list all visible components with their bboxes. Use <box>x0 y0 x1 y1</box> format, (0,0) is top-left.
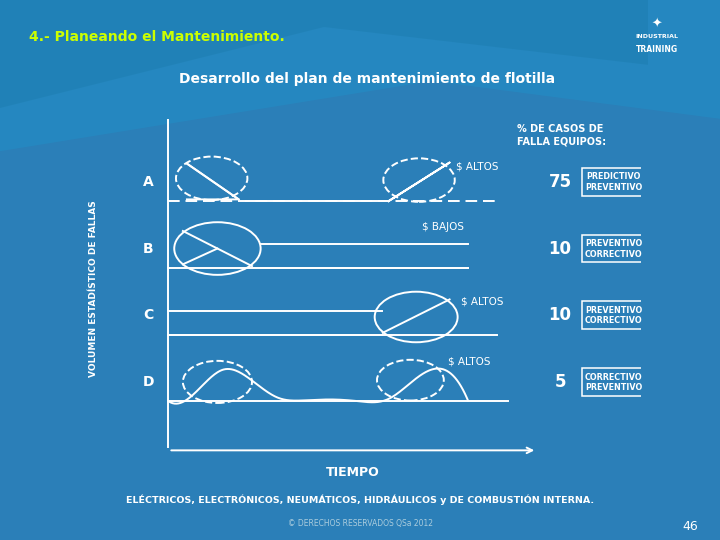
Text: C: C <box>143 308 153 322</box>
Text: CORRECTIVO: CORRECTIVO <box>585 249 642 259</box>
Text: 4.- Planeando el Mantenimiento.: 4.- Planeando el Mantenimiento. <box>29 30 284 44</box>
Text: PREVENTIVO: PREVENTIVO <box>585 306 642 315</box>
Text: $ ALTOS: $ ALTOS <box>456 161 499 171</box>
Text: Desarrollo del plan de mantenimiento de flotilla: Desarrollo del plan de mantenimiento de … <box>179 72 555 86</box>
Text: 10: 10 <box>549 240 572 258</box>
Polygon shape <box>0 0 720 151</box>
Text: B: B <box>143 241 153 255</box>
Text: PREDICTIVO: PREDICTIVO <box>586 172 641 181</box>
Text: CORRECTIVO: CORRECTIVO <box>585 316 642 325</box>
Text: TIEMPO: TIEMPO <box>326 466 379 479</box>
Text: $ ALTOS: $ ALTOS <box>461 296 503 306</box>
Text: ✦: ✦ <box>652 17 662 30</box>
Text: 5: 5 <box>554 373 566 391</box>
Text: INDUSTRIAL: INDUSTRIAL <box>636 34 678 39</box>
Text: CORRECTIVO: CORRECTIVO <box>585 373 642 381</box>
Polygon shape <box>0 0 648 108</box>
Text: $ ALTOS: $ ALTOS <box>448 356 490 367</box>
Text: % DE CASOS DE
FALLA EQUIPOS:: % DE CASOS DE FALLA EQUIPOS: <box>517 124 606 146</box>
Text: TRAINING: TRAINING <box>636 45 678 54</box>
Text: D: D <box>143 375 154 389</box>
Text: A: A <box>143 175 153 189</box>
Text: $ BAJOS: $ BAJOS <box>422 222 464 233</box>
Text: PREVENTIVO: PREVENTIVO <box>585 183 642 192</box>
Text: ELÉCTRICOS, ELECTRÓNICOS, NEUMÁTICOS, HIDRÁULICOS y DE COMBUSTIÓN INTERNA.: ELÉCTRICOS, ELECTRÓNICOS, NEUMÁTICOS, HI… <box>126 494 594 505</box>
Text: 10: 10 <box>549 306 572 324</box>
Text: 75: 75 <box>549 173 572 191</box>
Text: VOLUMEN ESTADÍSTICO DE FALLAS: VOLUMEN ESTADÍSTICO DE FALLAS <box>89 200 98 377</box>
Text: 46: 46 <box>683 520 698 533</box>
Text: PREVENTIVO: PREVENTIVO <box>585 239 642 248</box>
Text: © DERECHOS RESERVADOS QSa 2012: © DERECHOS RESERVADOS QSa 2012 <box>287 519 433 528</box>
Text: PREVENTIVO: PREVENTIVO <box>585 383 642 392</box>
